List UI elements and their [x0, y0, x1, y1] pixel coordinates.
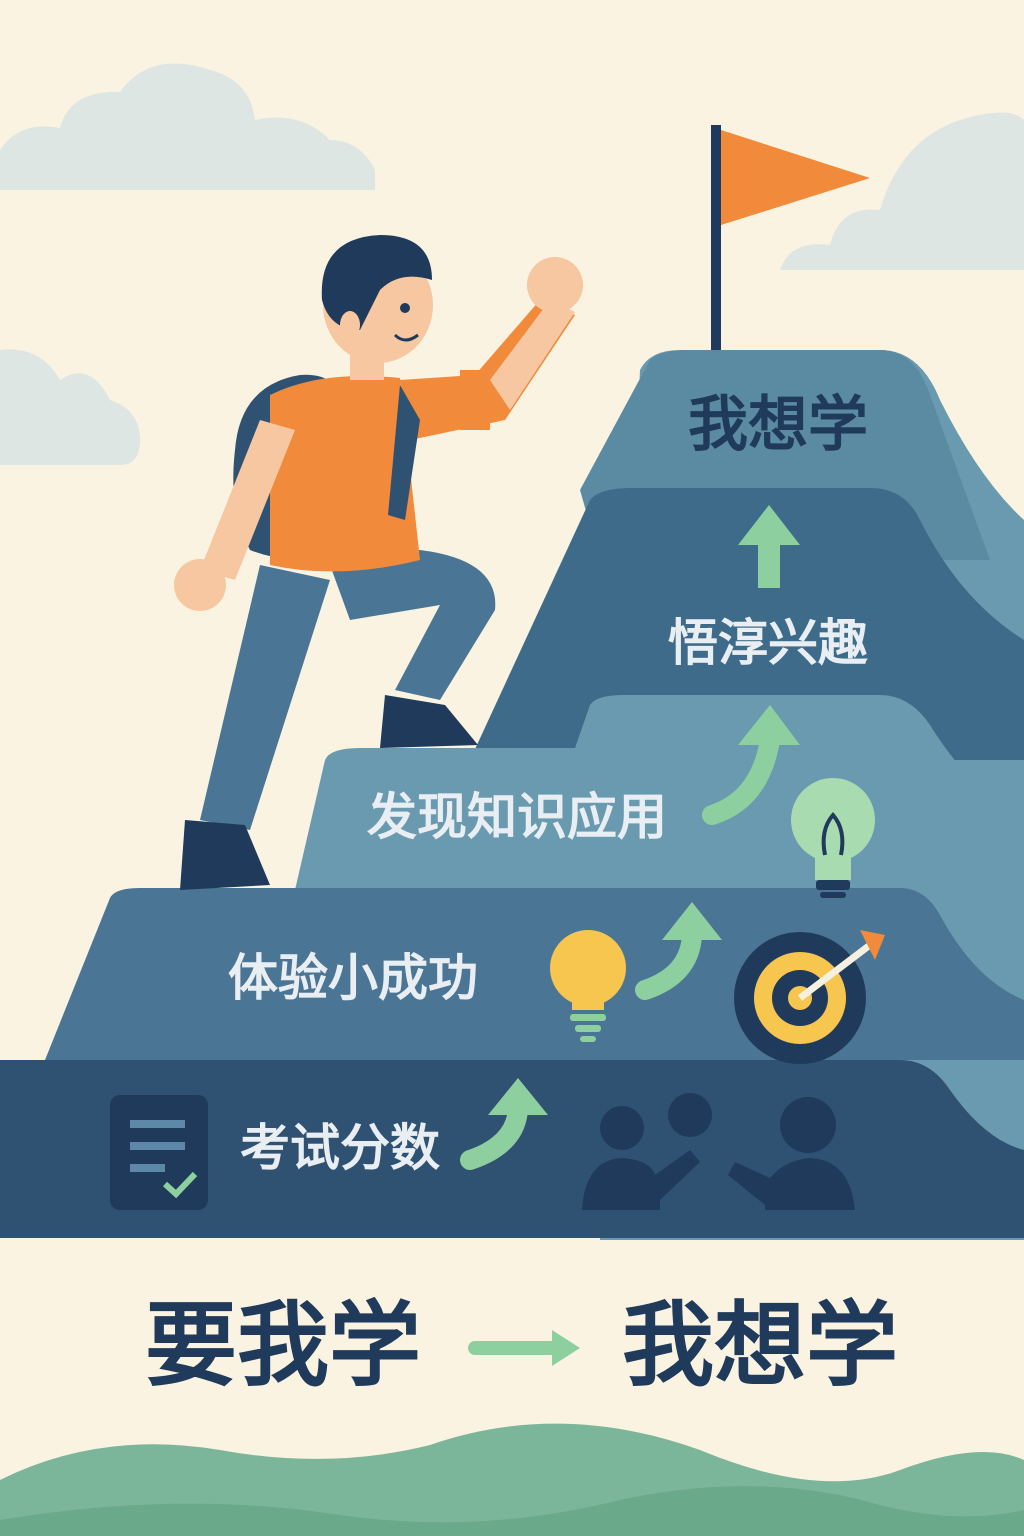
bottom-hills-front: [0, 1486, 1024, 1536]
bottom-label-to: 我想学: [622, 1292, 899, 1399]
document-check-icon: [110, 1095, 208, 1210]
bottom-label-from: 要我学: [145, 1292, 422, 1399]
cloud-icon: [0, 349, 140, 465]
mountain-level-interest: [470, 488, 1024, 760]
cloud-icon: [0, 63, 375, 190]
up-arrow-icon: [738, 505, 800, 588]
up-arrow-head: [488, 1078, 548, 1115]
cloud-icon: [780, 112, 1024, 270]
up-arrow-icon: [702, 730, 780, 825]
step-label-apply: 发现知识应用: [367, 788, 667, 846]
up-arrow-icon: [635, 925, 702, 1000]
step-label-success: 体验小成功: [228, 949, 478, 1007]
flag-icon: [711, 125, 870, 350]
people-discussion-icon: [582, 1093, 855, 1210]
up-arrow-icon: [460, 1100, 528, 1170]
peak-label: 我想学: [688, 390, 868, 460]
mountain-level-success: [45, 888, 1024, 1060]
lightbulb-icon: [791, 778, 875, 898]
lightbulb-icon: [550, 930, 626, 1042]
up-arrow-head: [662, 902, 722, 940]
right-arrow-icon: [468, 1330, 580, 1366]
climber-figure: [174, 235, 583, 890]
step-label-exam: 考试分数: [240, 1119, 440, 1177]
up-arrow-head: [738, 705, 800, 745]
step-label-interest: 悟淳兴趣: [668, 614, 868, 672]
target-icon: [734, 930, 885, 1064]
